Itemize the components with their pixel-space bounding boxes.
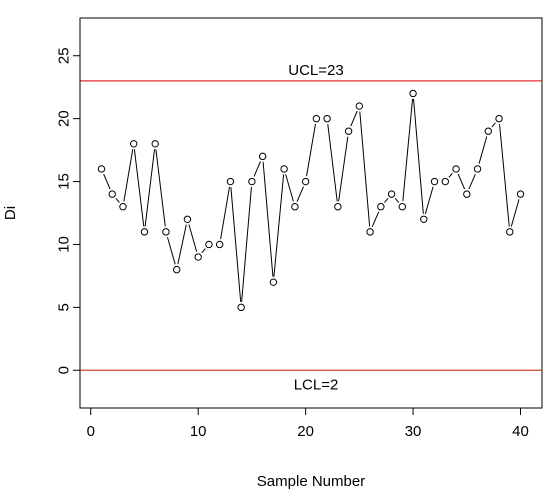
series-segment xyxy=(359,111,371,227)
data-point xyxy=(301,177,310,186)
series-segment xyxy=(491,122,496,128)
y-tick-label: 10 xyxy=(56,236,73,253)
series-segment xyxy=(402,98,414,202)
y-axis: 0 5 10 15 20 25 xyxy=(56,47,81,374)
x-tick-label: 30 xyxy=(405,423,422,440)
series-segment xyxy=(155,149,166,227)
series-segment xyxy=(510,199,520,227)
data-point xyxy=(420,215,428,223)
data-point xyxy=(473,165,482,173)
series-segment xyxy=(188,224,198,252)
series-segment xyxy=(338,136,349,202)
series-segment xyxy=(327,124,338,202)
data-point xyxy=(140,228,149,236)
data-point xyxy=(237,303,245,312)
y-tick-label: 20 xyxy=(56,110,73,127)
control-limit-label: UCL=23 xyxy=(288,62,343,79)
data-point xyxy=(151,140,159,148)
control-limits-layer: UCL=23 LCL=2 xyxy=(80,62,542,393)
x-tick-label: 0 xyxy=(87,423,95,440)
data-point xyxy=(452,165,460,173)
data-point xyxy=(291,203,299,211)
series-segment xyxy=(394,197,400,203)
data-point xyxy=(97,165,106,173)
series-segment xyxy=(133,149,145,227)
data-point xyxy=(334,203,342,211)
series-segment xyxy=(273,174,285,277)
x-axis: 0 10 20 30 40 xyxy=(87,407,529,440)
data-point xyxy=(280,165,288,173)
series-layer xyxy=(97,89,525,312)
series-segment xyxy=(478,136,488,164)
data-point xyxy=(119,203,127,211)
series-segment xyxy=(499,124,510,227)
data-point xyxy=(355,102,364,110)
series-segment xyxy=(296,186,304,202)
series-segment xyxy=(144,149,156,227)
y-tick-label: 5 xyxy=(56,303,73,311)
series-segment xyxy=(413,98,424,214)
y-tick-label: 15 xyxy=(56,173,73,190)
data-point xyxy=(344,127,353,135)
series-segment xyxy=(468,173,476,190)
y-axis-title: Di xyxy=(2,206,19,220)
data-point xyxy=(430,177,439,186)
series-segment xyxy=(241,186,252,302)
x-tick-label: 40 xyxy=(512,423,529,440)
series-segment xyxy=(230,186,242,302)
y-tick-label: 0 xyxy=(56,366,73,374)
control-limit-label: LCL=2 xyxy=(294,376,339,393)
data-point xyxy=(258,152,267,161)
series-segment xyxy=(123,149,134,202)
y-tick-label: 25 xyxy=(56,47,73,64)
data-point xyxy=(463,190,471,198)
series-segment xyxy=(306,123,316,177)
data-point xyxy=(226,177,235,186)
series-segment xyxy=(115,197,120,203)
data-point xyxy=(312,114,321,123)
series-segment xyxy=(220,186,230,240)
x-axis-title: Sample Number xyxy=(257,473,365,490)
series-segment xyxy=(201,248,206,254)
data-point xyxy=(398,203,407,211)
data-point xyxy=(441,177,450,186)
series-segment xyxy=(424,186,434,215)
data-point xyxy=(506,228,514,236)
series-segment xyxy=(457,173,466,190)
data-point xyxy=(108,190,116,198)
data-point xyxy=(194,253,202,261)
series-segment xyxy=(177,224,187,265)
data-point xyxy=(377,203,385,211)
series-segment xyxy=(253,161,261,177)
series-segment xyxy=(384,197,389,203)
x-tick-label: 20 xyxy=(297,423,314,440)
series-segment xyxy=(166,237,176,265)
data-point xyxy=(516,190,525,198)
series-segment xyxy=(448,172,453,178)
series-segment xyxy=(350,110,358,127)
data-point xyxy=(366,228,374,236)
data-point xyxy=(130,140,138,148)
x-tick-label: 10 xyxy=(190,423,207,440)
data-point xyxy=(484,127,492,135)
series-segment xyxy=(103,173,111,190)
data-point xyxy=(183,215,192,223)
data-point xyxy=(215,240,224,249)
data-point xyxy=(248,177,256,186)
data-point xyxy=(162,228,170,236)
data-point xyxy=(409,89,417,98)
series-segment xyxy=(371,211,380,228)
data-point xyxy=(495,114,503,123)
data-point xyxy=(387,190,396,198)
series-segment xyxy=(285,174,294,202)
data-point xyxy=(172,265,181,274)
data-point xyxy=(205,240,213,249)
data-point xyxy=(323,114,331,123)
data-point xyxy=(269,278,278,286)
series-segment xyxy=(262,161,274,277)
